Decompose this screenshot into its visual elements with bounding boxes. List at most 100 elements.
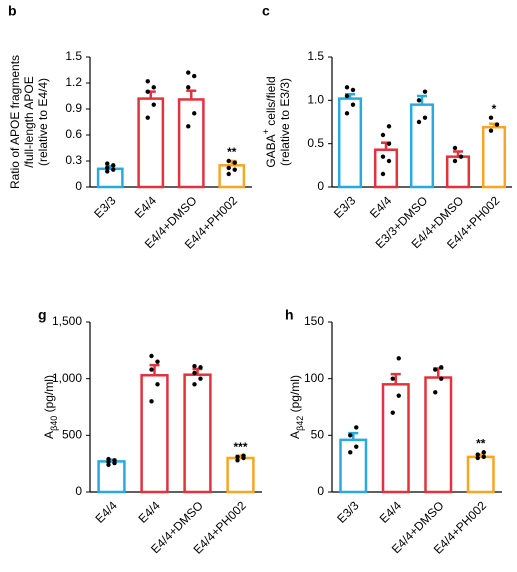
data-point bbox=[422, 115, 428, 120]
data-point bbox=[105, 169, 110, 174]
bar bbox=[445, 155, 471, 189]
data-point bbox=[344, 85, 350, 90]
data-point bbox=[433, 390, 438, 395]
y-axis-label-part: Ratio of APOE fragments bbox=[8, 55, 22, 189]
y-tick-label: 0 bbox=[317, 484, 324, 498]
data-point bbox=[192, 73, 197, 79]
y-tick-label: 0 bbox=[75, 179, 82, 193]
data-point bbox=[112, 458, 117, 463]
panel-letter: c bbox=[262, 3, 270, 19]
data-point bbox=[111, 167, 116, 172]
y-axis-label: GABA+ cells/field bbox=[261, 76, 278, 167]
bar bbox=[96, 167, 124, 189]
y-tick-label: 1,500 bbox=[52, 314, 82, 328]
data-point bbox=[198, 365, 203, 370]
y-axis-label: Aβ40 (pg/ml) bbox=[42, 375, 59, 439]
data-point bbox=[344, 93, 350, 99]
significance: ** bbox=[476, 437, 486, 451]
data-point bbox=[458, 154, 464, 159]
y-axis-label: (relative to E4/4) bbox=[36, 78, 50, 166]
x-tick-label: E3/3 bbox=[331, 193, 359, 221]
bar bbox=[140, 374, 169, 494]
y-tick-label: 0.6 bbox=[65, 127, 82, 141]
data-point bbox=[354, 425, 359, 430]
data-point bbox=[226, 165, 231, 171]
bar bbox=[226, 456, 255, 494]
data-point bbox=[186, 70, 191, 75]
y-tick-label: 0.9 bbox=[65, 101, 82, 115]
data-point bbox=[111, 163, 116, 168]
data-point bbox=[226, 158, 231, 164]
data-point bbox=[439, 365, 444, 370]
data-point bbox=[149, 399, 154, 404]
data-point bbox=[145, 89, 150, 94]
data-point bbox=[416, 98, 422, 103]
panel-letter: h bbox=[285, 307, 294, 323]
significance: * bbox=[492, 102, 497, 116]
data-point bbox=[390, 376, 395, 381]
data-point bbox=[380, 132, 386, 138]
y-tick-label: 0.5 bbox=[307, 136, 324, 150]
x-tick-label: E4/4 bbox=[93, 498, 121, 526]
data-point bbox=[481, 450, 486, 455]
y-tick-label: 100 bbox=[304, 371, 324, 385]
y-axis-label-part: (relative to E4/4) bbox=[36, 78, 50, 166]
data-point bbox=[192, 370, 197, 376]
y-axis-label-part: β40 bbox=[49, 416, 59, 431]
data-point bbox=[155, 382, 160, 387]
data-point bbox=[488, 128, 494, 133]
data-point bbox=[396, 356, 401, 361]
data-point bbox=[433, 367, 438, 372]
data-point bbox=[232, 167, 237, 172]
bar bbox=[409, 103, 435, 189]
y-axis-label: /full-length APOE bbox=[22, 76, 36, 167]
data-point bbox=[192, 111, 197, 116]
data-point bbox=[235, 454, 240, 460]
data-point bbox=[350, 102, 356, 107]
data-point bbox=[145, 115, 150, 120]
bar bbox=[381, 383, 410, 494]
x-tick-label: E4/4 bbox=[136, 498, 164, 526]
y-axis-label-part: A bbox=[288, 431, 302, 439]
y-axis-label-part: (pg/ml) bbox=[42, 375, 56, 416]
y-axis-label-part: cells/field bbox=[264, 76, 278, 129]
error-bar bbox=[348, 431, 359, 440]
data-point bbox=[348, 433, 353, 438]
data-point bbox=[452, 158, 458, 164]
data-point bbox=[106, 456, 111, 462]
bar bbox=[373, 148, 399, 189]
data-point bbox=[380, 154, 386, 159]
data-point bbox=[348, 450, 353, 455]
data-point bbox=[452, 145, 458, 151]
data-point bbox=[226, 171, 231, 177]
data-point bbox=[481, 454, 486, 460]
error-bar bbox=[417, 94, 427, 105]
data-point bbox=[145, 79, 150, 84]
data-point bbox=[386, 124, 392, 129]
y-tick-label: 1.2 bbox=[65, 75, 82, 89]
data-point bbox=[354, 444, 359, 449]
y-axis-label-part: /full-length APOE bbox=[22, 76, 36, 167]
data-point bbox=[151, 85, 156, 90]
data-point bbox=[439, 376, 444, 381]
error-bar bbox=[149, 363, 160, 376]
data-point bbox=[186, 124, 191, 129]
y-axis-label-part: (pg/ml) bbox=[288, 375, 302, 416]
x-tick-label: E3/3 bbox=[334, 498, 362, 526]
data-point bbox=[241, 453, 246, 458]
data-point bbox=[192, 382, 197, 387]
y-axis-label: Ratio of APOE fragments bbox=[8, 55, 22, 189]
significance: ** bbox=[227, 145, 237, 159]
bar bbox=[183, 373, 212, 494]
y-axis-label-part: (relative to E3/3) bbox=[278, 78, 292, 166]
data-point bbox=[475, 452, 480, 457]
bar bbox=[177, 98, 205, 189]
bar bbox=[218, 164, 246, 189]
y-axis-label-part: β42 bbox=[295, 416, 305, 431]
data-point bbox=[186, 85, 191, 90]
y-tick-label: 0.3 bbox=[65, 153, 82, 167]
x-tick-label: E3/3 bbox=[91, 193, 119, 221]
x-tick-label: E4/4 bbox=[132, 193, 160, 221]
bar bbox=[481, 125, 507, 189]
